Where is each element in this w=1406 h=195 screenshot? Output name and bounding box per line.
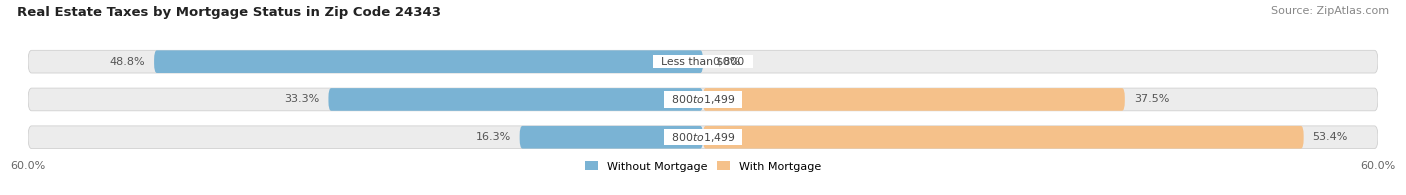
Legend: Without Mortgage, With Mortgage: Without Mortgage, With Mortgage bbox=[581, 157, 825, 176]
FancyBboxPatch shape bbox=[28, 126, 1378, 149]
FancyBboxPatch shape bbox=[28, 88, 1378, 111]
Text: 48.8%: 48.8% bbox=[110, 57, 145, 67]
Text: $800 to $1,499: $800 to $1,499 bbox=[665, 131, 741, 144]
Text: Less than $800: Less than $800 bbox=[654, 57, 752, 67]
Text: Real Estate Taxes by Mortgage Status in Zip Code 24343: Real Estate Taxes by Mortgage Status in … bbox=[17, 6, 441, 19]
Text: 53.4%: 53.4% bbox=[1313, 132, 1348, 142]
Text: 37.5%: 37.5% bbox=[1133, 94, 1170, 105]
FancyBboxPatch shape bbox=[28, 50, 1378, 73]
Text: 16.3%: 16.3% bbox=[475, 132, 510, 142]
Text: Source: ZipAtlas.com: Source: ZipAtlas.com bbox=[1271, 6, 1389, 16]
FancyBboxPatch shape bbox=[520, 126, 703, 149]
FancyBboxPatch shape bbox=[703, 126, 1303, 149]
Text: $800 to $1,499: $800 to $1,499 bbox=[665, 93, 741, 106]
FancyBboxPatch shape bbox=[703, 88, 1125, 111]
FancyBboxPatch shape bbox=[329, 88, 703, 111]
FancyBboxPatch shape bbox=[155, 50, 703, 73]
Text: 33.3%: 33.3% bbox=[284, 94, 319, 105]
Text: 0.0%: 0.0% bbox=[711, 57, 740, 67]
